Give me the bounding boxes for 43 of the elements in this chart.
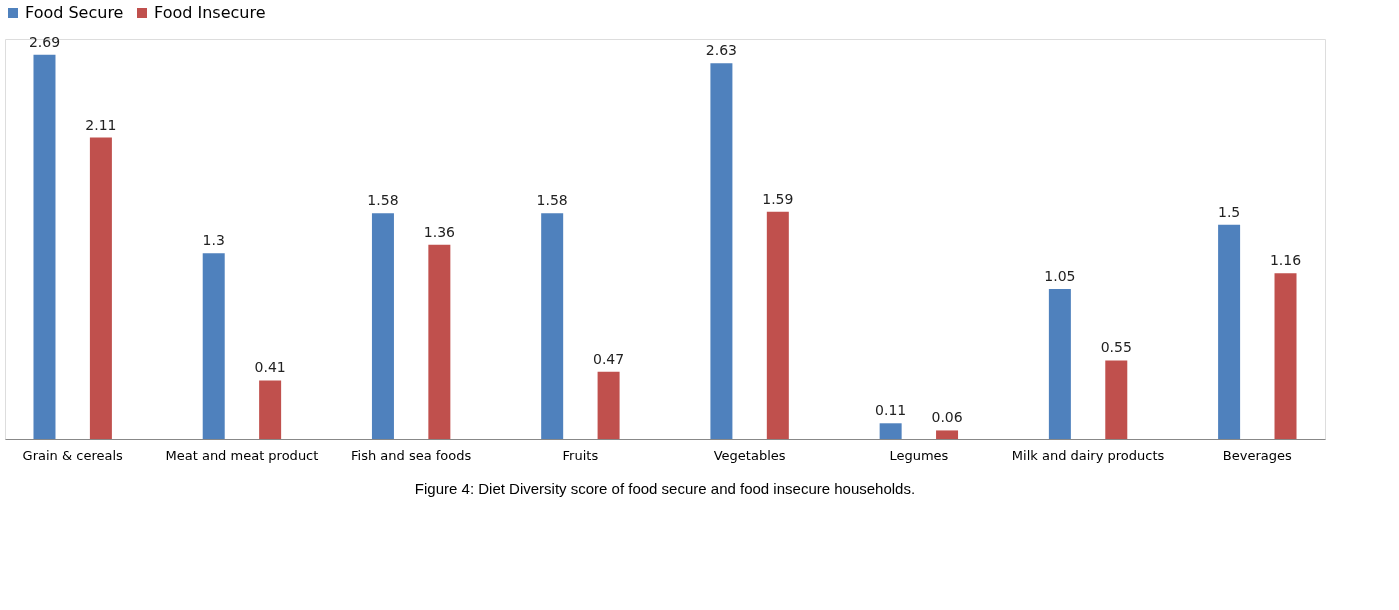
bar (541, 213, 564, 439)
bar (879, 423, 902, 439)
bar (1048, 289, 1071, 439)
bar (1218, 224, 1241, 439)
bar (597, 371, 620, 439)
x-tick-label: Meat and meat product (165, 447, 319, 463)
data-label: 2.11 (85, 116, 117, 133)
bar (428, 244, 451, 439)
data-label: 0.47 (593, 350, 625, 367)
data-label: 1.05 (1044, 268, 1076, 284)
bar (766, 211, 789, 439)
caption: Figure 4: Diet Diversity score of food secure and food insecure households. (414, 480, 916, 497)
data-label: 0.11 (875, 402, 907, 419)
data-label: 0.55 (1100, 339, 1132, 356)
data-label: 1.3 (202, 232, 225, 249)
data-label: 1.59 (762, 190, 794, 207)
x-tick-label: Beverages (1222, 447, 1292, 463)
data-label: 0.41 (254, 359, 286, 376)
bar (710, 63, 733, 439)
x-tick-label: Milk and dairy products (1011, 447, 1165, 463)
data-label: 1.36 (423, 223, 456, 240)
legend-label: Food Secure (25, 3, 124, 22)
data-label: 1.5 (1217, 203, 1241, 220)
data-label: 1.58 (536, 192, 568, 209)
bar (89, 137, 112, 439)
x-tick-label: Grain & cereals (22, 447, 124, 463)
x-tick-label: Fish and sea foods (351, 447, 472, 463)
bar (1274, 273, 1297, 439)
x-tick-label: Fruits (562, 447, 599, 463)
bar (259, 380, 282, 439)
x-tick-label: Legumes (889, 447, 949, 463)
bar (33, 54, 56, 439)
x-tick-label: Vegetables (713, 447, 786, 463)
data-label: 1.16 (1269, 252, 1302, 269)
bar (1105, 360, 1128, 439)
bar (371, 213, 394, 439)
legend-label: Food Insecure (154, 3, 266, 22)
data-label: 2.69 (28, 33, 61, 50)
bar (202, 253, 225, 439)
bar (936, 430, 959, 439)
data-label: 0.06 (931, 409, 963, 426)
data-label: 1.58 (367, 192, 399, 209)
data-label: 2.63 (705, 42, 737, 59)
